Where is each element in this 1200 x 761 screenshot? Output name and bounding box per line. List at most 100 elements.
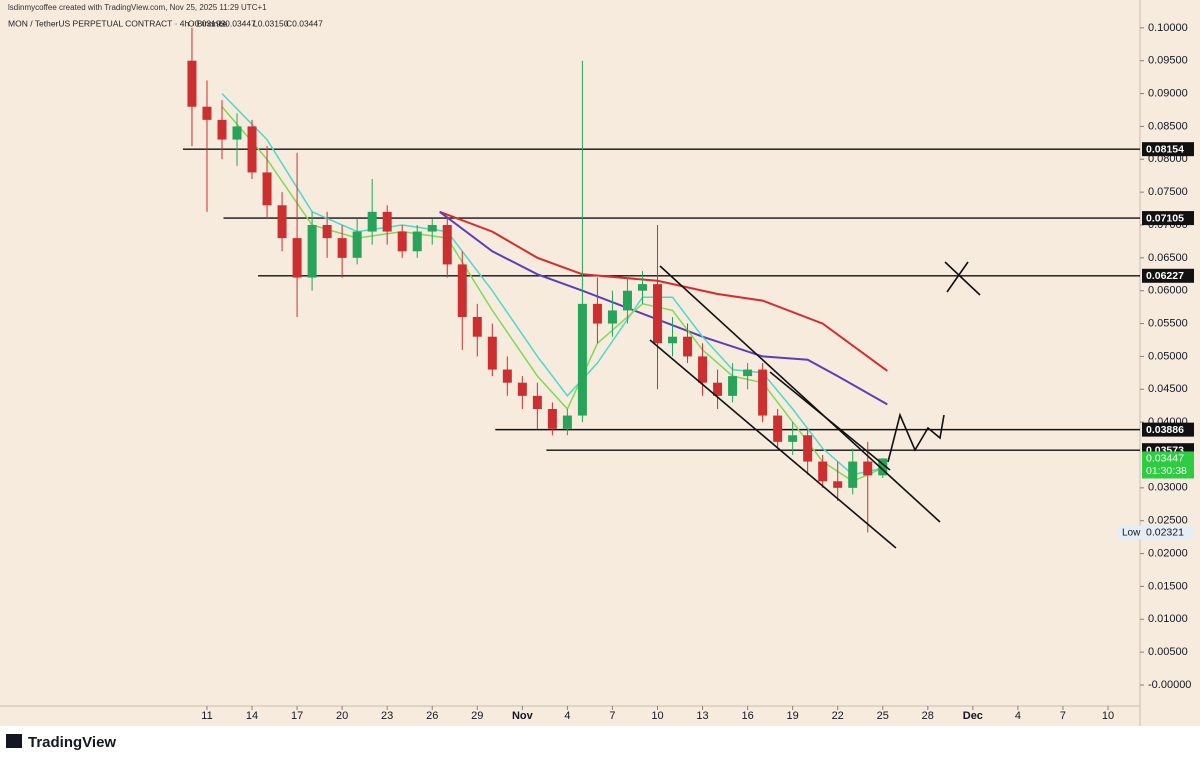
y-tick-label: 0.09500 xyxy=(1148,55,1188,67)
low-tag-box xyxy=(1118,525,1142,540)
last-price: 0.03447 xyxy=(1146,453,1184,465)
low-value: 0.02321 xyxy=(1146,527,1184,539)
y-tick-label: 0.02500 xyxy=(1148,515,1188,527)
candle-body xyxy=(863,461,873,476)
drawings xyxy=(649,261,981,549)
candle-body xyxy=(698,356,708,383)
candle-body xyxy=(472,316,482,337)
candle-body xyxy=(592,303,602,324)
candle-body xyxy=(502,369,512,383)
candle-body xyxy=(457,264,467,317)
candle-body xyxy=(713,382,723,396)
x-tick-label: 19 xyxy=(787,710,799,722)
level-label-box xyxy=(1142,268,1194,283)
x-tick-label: 10 xyxy=(651,710,663,722)
y-tick-label: 0.03000 xyxy=(1148,482,1188,494)
channel-upper xyxy=(659,265,941,523)
brand: TradingView xyxy=(28,734,116,751)
candle-body xyxy=(427,224,437,232)
x-tick-label: 4 xyxy=(564,710,570,722)
candle-body xyxy=(202,106,212,120)
candle-body xyxy=(277,205,287,239)
candle-body xyxy=(307,224,317,278)
candle-body xyxy=(773,415,783,442)
credit: lsdinmycoffee created with TradingView.c… xyxy=(8,3,267,12)
cross-mark xyxy=(944,261,981,296)
cross-mark xyxy=(946,261,969,293)
projection-path xyxy=(887,412,945,463)
y-tick-label: 0.04500 xyxy=(1148,383,1188,395)
x-tick-label: 26 xyxy=(426,710,438,722)
candle-body xyxy=(232,126,242,140)
candle-body xyxy=(607,310,617,324)
candle-body xyxy=(517,382,527,396)
candle-body xyxy=(878,458,888,476)
x-tick-label: 28 xyxy=(922,710,934,722)
ohlc-high: H0.03447 xyxy=(219,18,256,28)
candle-body xyxy=(758,369,768,416)
candle-body xyxy=(803,435,813,462)
brand-logo xyxy=(6,734,22,748)
chart-background xyxy=(0,0,1200,726)
x-tick-label: 25 xyxy=(877,710,889,722)
candle-body xyxy=(562,415,572,429)
low-tag: Low xyxy=(1122,528,1141,539)
symbol: MON / TetherUS PERPETUAL CONTRACT · 4h ·… xyxy=(8,18,228,28)
y-tick-label: -0.00000 xyxy=(1148,679,1191,691)
level-label-box xyxy=(1142,422,1194,437)
candle-body xyxy=(683,336,693,357)
y-tick-label: 0.10000 xyxy=(1148,22,1188,34)
x-tick-label: 23 xyxy=(381,710,393,722)
candle-body xyxy=(442,224,452,265)
level-label: 0.07105 xyxy=(1146,212,1184,224)
x-tick-label: Nov xyxy=(512,710,534,722)
candle-body xyxy=(577,303,587,416)
ohlc-low: L0.03150 xyxy=(253,18,289,28)
candle-body xyxy=(788,435,798,442)
candle-body xyxy=(532,395,542,409)
y-tick-label: 0.07500 xyxy=(1148,186,1188,198)
y-tick-label: 0.08000 xyxy=(1148,153,1188,165)
candle-body xyxy=(743,369,753,377)
candle-body xyxy=(382,211,392,232)
candle-body xyxy=(262,172,272,206)
x-tick-label: 11 xyxy=(201,710,212,722)
y-tick-label: 0.00500 xyxy=(1148,646,1188,658)
y-tick-label: 0.09000 xyxy=(1148,87,1188,99)
candle-body xyxy=(322,224,332,239)
candle-body xyxy=(217,119,227,140)
y-tick-label: 0.05500 xyxy=(1148,317,1188,329)
channel-lower xyxy=(649,339,897,549)
level-label-box xyxy=(1142,142,1194,157)
x-tick-label: 4 xyxy=(1015,710,1021,722)
candle-body xyxy=(547,408,557,429)
candle-body xyxy=(652,284,662,344)
countdown: 01:30:38 xyxy=(1146,465,1187,477)
y-tick-label: 0.01000 xyxy=(1148,613,1188,625)
level-label-box xyxy=(1142,211,1194,226)
level-label: 0.06227 xyxy=(1146,270,1184,282)
candle-body xyxy=(728,376,738,396)
x-tick-label: 13 xyxy=(696,710,708,722)
x-tick-label: 10 xyxy=(1102,710,1114,722)
y-tick-label: 0.01500 xyxy=(1148,580,1188,592)
last-price-box xyxy=(1142,451,1194,479)
x-tick-label: 20 xyxy=(336,710,348,722)
y-tick-label: 0.06000 xyxy=(1148,285,1188,297)
x-tick-label: 16 xyxy=(741,710,753,722)
x-tick-label: 17 xyxy=(291,710,303,722)
candle-body xyxy=(187,60,197,107)
level-label: 0.08154 xyxy=(1146,143,1184,155)
x-tick-label: 29 xyxy=(471,710,483,722)
candle-body xyxy=(818,461,828,482)
candle-body xyxy=(668,336,678,344)
x-tick-label: 14 xyxy=(246,710,258,722)
y-tick-label: 0.06500 xyxy=(1148,252,1188,264)
low-value-box xyxy=(1142,525,1194,540)
x-tick-label: Dec xyxy=(963,710,983,722)
candle-body xyxy=(397,231,407,252)
candle-body xyxy=(833,481,843,488)
x-tick-label: 22 xyxy=(832,710,844,722)
candle-body xyxy=(247,126,257,173)
